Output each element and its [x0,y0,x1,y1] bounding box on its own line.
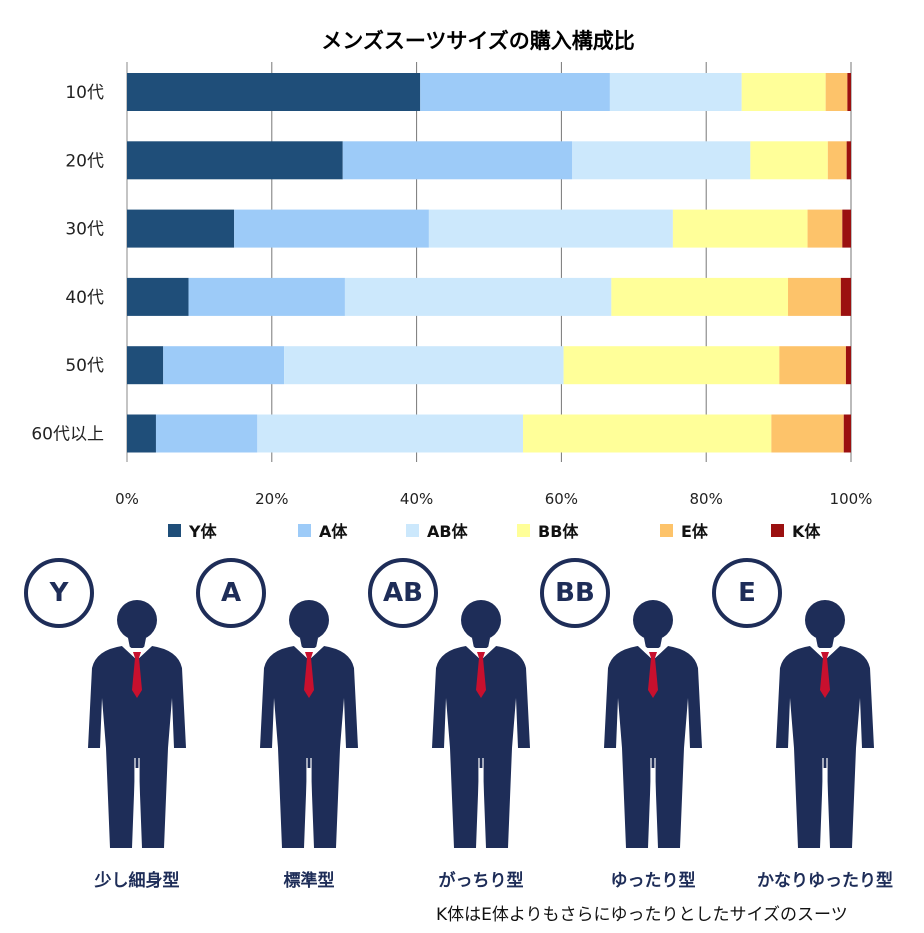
category-label: 50代 [65,356,104,376]
body-type-figure: E かなりゆったり型 [712,548,908,893]
bar-segment [127,346,164,385]
bar-segment [420,73,610,111]
body-type-badge: Y [24,558,94,628]
bar-segment [572,141,751,180]
bar-segment [163,346,285,385]
bar-segment [127,141,343,180]
category-labels: 10代 20代 30代 40代 50代 60代以上 [31,83,104,445]
bar-segment [523,414,772,453]
legend-item: AB体 [406,518,468,542]
bar-segment [807,209,843,248]
body-type-figures: Y 少し細身型 A 標準型 AB がっちり型 BB ゆったり [0,548,924,893]
body-type-badge: AB [368,558,438,628]
body-type-label: かなりゆったり型 [757,871,893,891]
legend-swatch [771,523,784,537]
legend-swatch [168,523,181,537]
bar-segment [788,277,841,316]
bar-segment [234,209,429,248]
x-tick-label: 0% [115,490,139,508]
category-label: 40代 [65,288,104,308]
body-type-badge: A [196,558,266,628]
legend-label: A体 [319,522,348,541]
bar-segment [127,277,189,316]
stacked-bar-chart: メンズスーツサイズの購入構成比 10代 20代 30代 40代 50代 60代以上 0% 2… [31,29,872,508]
bar-segment [428,209,673,248]
bar-segment [284,346,564,385]
bar-segment [611,277,789,316]
bar-segment [188,277,345,316]
legend-swatch [660,523,673,537]
bar-segment [845,346,851,385]
legend-item: BB体 [517,518,578,542]
legend-item: Y体 [168,518,217,542]
x-tick-label: 80% [690,490,723,508]
suit-person-icon [426,598,536,858]
body-type-label: 標準型 [283,871,335,891]
bar-segment [840,277,851,316]
bar-segment [563,346,780,385]
bar-segment [847,73,851,111]
category-label: 20代 [65,151,104,171]
suit-person-icon [598,598,708,858]
legend-label: E体 [681,522,708,541]
body-type-badge: BB [540,558,610,628]
legend-label: K体 [792,522,821,541]
legend-label: Y体 [189,522,217,541]
suit-person-icon [770,598,880,858]
legend-swatch [517,523,530,537]
suit-person-icon [254,598,364,858]
category-label: 60代以上 [31,425,104,445]
bar-segment [827,141,847,180]
bar-segment [127,209,235,248]
bar-segment [155,414,258,453]
bar-segment [609,73,742,111]
x-tick-label: 60% [545,490,578,508]
legend-swatch [298,523,311,537]
bar-segment [344,277,612,316]
bar-segment [342,141,573,180]
x-tick-label: 40% [400,490,433,508]
bar-segment [750,141,828,180]
legend-label: BB体 [538,522,579,541]
bar-segment [127,73,421,111]
legend-item: A体 [298,518,347,542]
bar-segment [741,73,826,111]
x-tick-label: 100% [830,490,873,508]
x-tick-label: 20% [255,490,288,508]
body-type-label: ゆったり型 [610,871,696,891]
bar-segment [127,414,156,453]
chart-title: メンズスーツサイズの購入構成比 [321,29,635,53]
legend-item: E体 [660,518,708,542]
category-label: 30代 [65,220,104,240]
body-type-label: 少し細身型 [94,871,180,891]
legend-label: AB体 [427,522,468,541]
body-type-figure: Y 少し細身型 [24,548,220,893]
legend-item: K体 [771,518,820,542]
body-type-figure: BB ゆったり型 [540,548,736,893]
suit-person-icon [82,598,192,858]
bar-segment [672,209,808,248]
footnote: K体はE体よりもさらにゆったりとしたサイズのスーツ [436,905,848,925]
bar-segment [257,414,524,453]
bars [127,73,851,453]
bar-segment [771,414,844,453]
legend-swatch [406,523,419,537]
body-type-figure: A 標準型 [196,548,392,893]
category-label: 10代 [65,83,104,103]
x-tick-labels: 0% 20% 40% 60% 80% 100% [115,490,872,508]
legend: Y体 A体 AB体 BB体 E体 K体 [168,518,868,542]
bar-segment [843,414,851,453]
body-type-figure: AB がっちり型 [368,548,564,893]
bar-segment [842,209,851,248]
body-type-badge: E [712,558,782,628]
bar-segment [825,73,848,111]
body-type-label: がっちり型 [438,871,524,891]
grid-lines [126,62,852,462]
bar-segment [846,141,851,180]
bar-segment [779,346,846,385]
